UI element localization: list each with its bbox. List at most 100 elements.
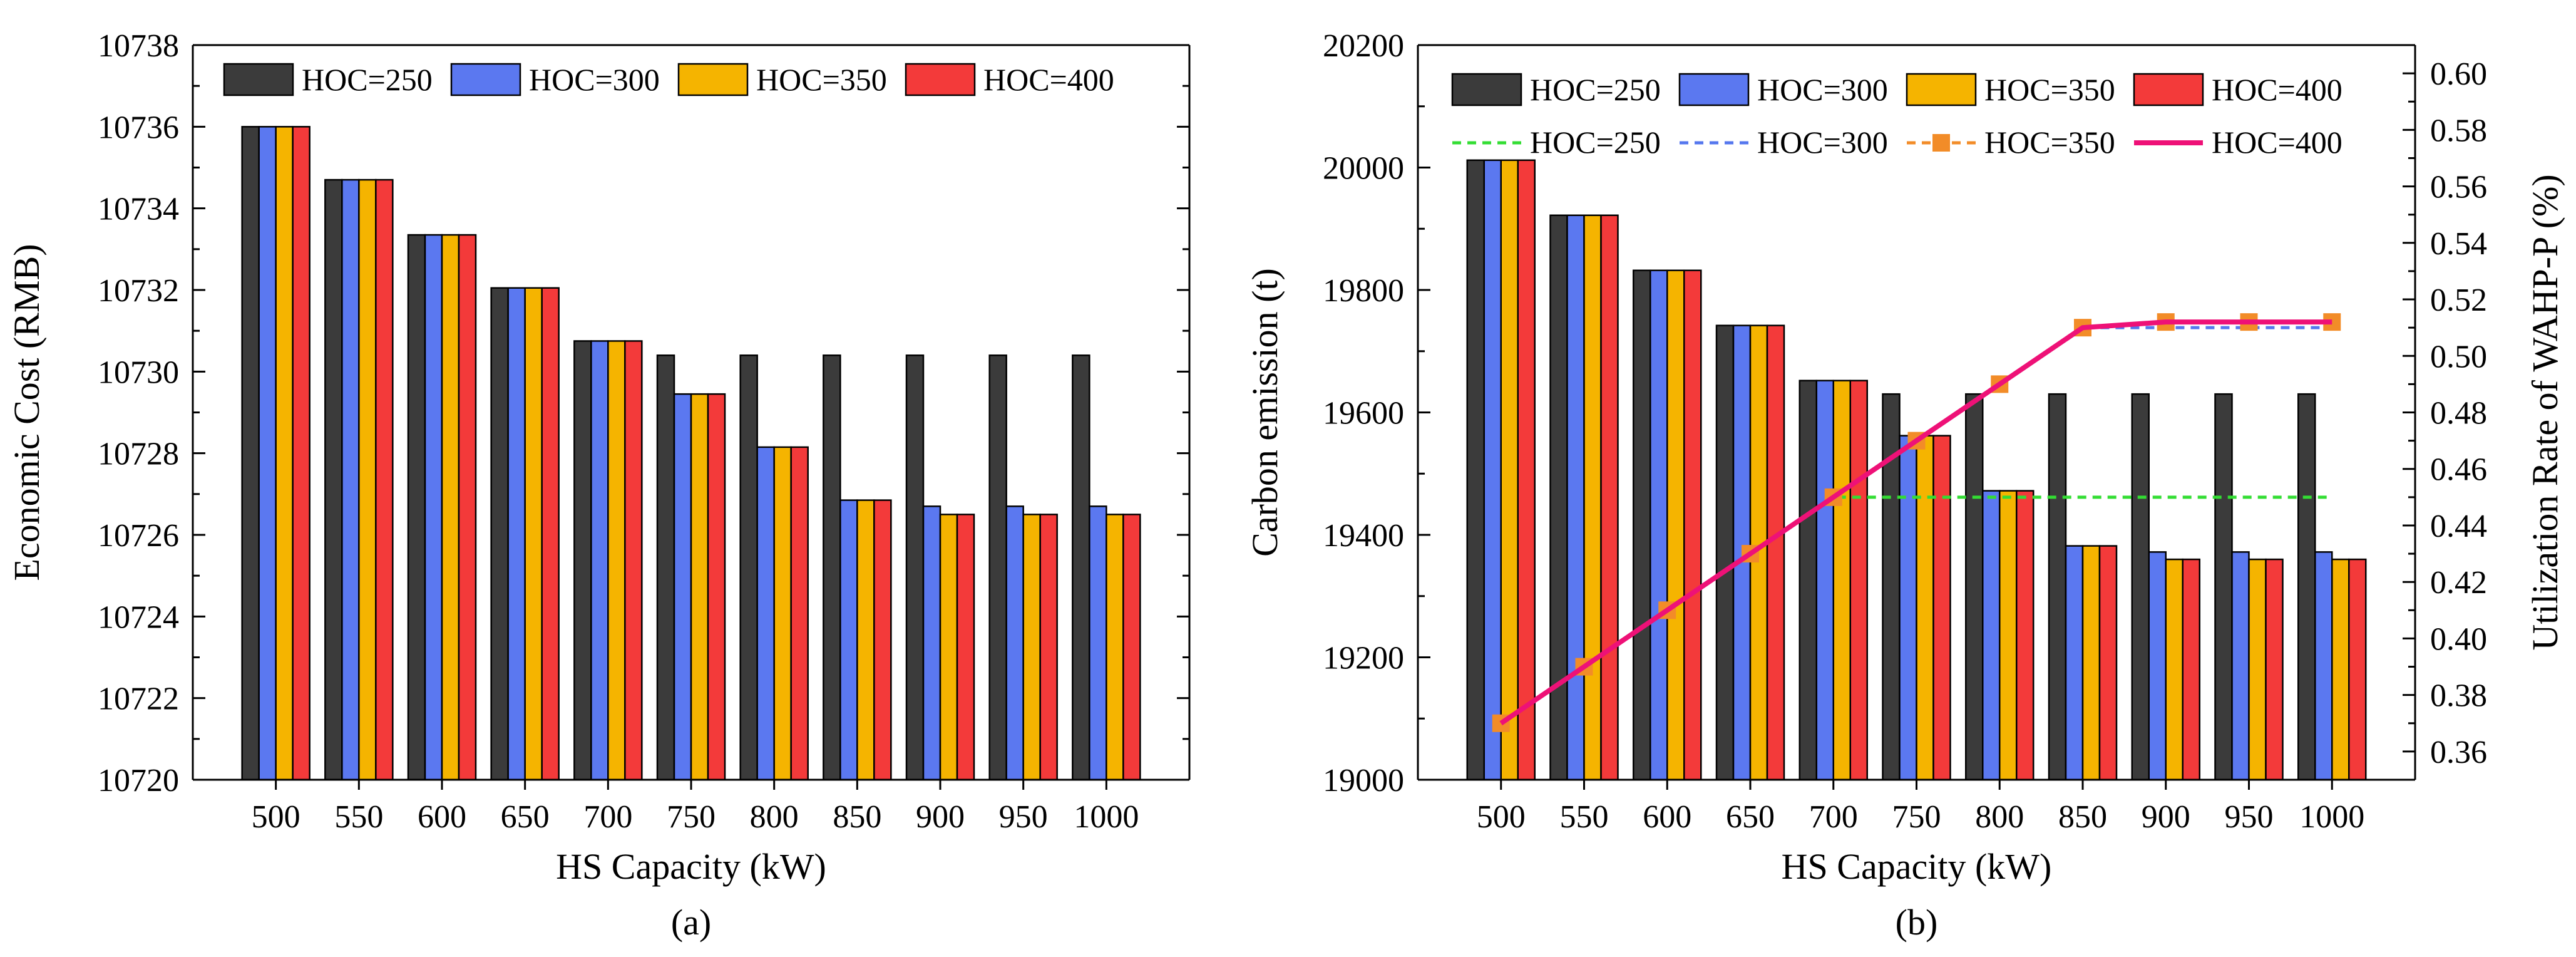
bar-b-hoc350-850: [2081, 545, 2101, 781]
bar-a-hoc400-650: [541, 287, 560, 781]
bar-b-hoc400-1000: [2348, 558, 2367, 781]
y-tick-label: 19600: [1323, 396, 1404, 432]
bar-b-hoc250-550: [1549, 214, 1568, 781]
bar-a-hoc350-900: [939, 514, 958, 781]
y-axis-title: Carbon emission (t): [1244, 268, 1285, 557]
bar-a-hoc350-1000: [1106, 514, 1124, 781]
x-tick-label: 500: [252, 799, 300, 835]
bar-b-hoc250-800: [1965, 393, 1984, 781]
y2-tick-label: 0.42: [2430, 565, 2487, 601]
bar-b-hoc350-700: [1832, 380, 1851, 781]
bar-a-hoc250-800: [739, 354, 758, 781]
y-tick-label: 10738: [98, 28, 179, 64]
y2-tick-label: 0.60: [2430, 56, 2487, 92]
bar-b-hoc350-900: [2165, 558, 2183, 781]
legend-label: HOC=400: [2212, 72, 2343, 107]
legend-line-label: HOC=300: [1757, 125, 1888, 160]
bar-b-hoc350-550: [1583, 214, 1602, 781]
bar-b-hoc400-800: [2016, 490, 2035, 781]
chart-panel-a: 10720 10722 10724 10726 10728 10730 10732 10734…: [6, 28, 1191, 943]
x-tick-label: 750: [1892, 799, 1941, 835]
bar-b-hoc250-1000: [2297, 393, 2316, 781]
bar-b-hoc250-600: [1633, 269, 1651, 781]
x-tick-label: 700: [1809, 799, 1858, 835]
y-tick-label: 10726: [98, 518, 179, 554]
y-tick-label: 10722: [98, 681, 179, 717]
y-tick-label: 20200: [1323, 28, 1404, 64]
x-tick-label: 550: [1560, 799, 1609, 835]
y-tick-label: 19200: [1323, 641, 1404, 676]
bar-b-hoc400-600: [1683, 269, 1702, 781]
legend-swatch-hoc250: [1451, 73, 1522, 106]
y2-tick-label: 0.56: [2430, 170, 2487, 205]
y2-tick-label: 0.38: [2430, 678, 2487, 714]
bar-a-hoc300-800: [756, 446, 775, 781]
legend-label: HOC=250: [1530, 72, 1661, 107]
bar-a-hoc350-750: [690, 393, 709, 781]
x-tick-label: 800: [750, 799, 799, 835]
bar-b-hoc300-700: [1815, 380, 1834, 781]
y-axis-title: Economic Cost (RMB): [6, 244, 47, 581]
bar-b-hoc400-750: [1932, 435, 1951, 781]
bar-a-hoc300-950: [1005, 505, 1024, 781]
bar-b-hoc300-950: [2231, 551, 2250, 781]
bar-b-hoc400-550: [1600, 214, 1619, 781]
bar-a-hoc300-550: [341, 178, 360, 781]
bar-a-hoc300-900: [922, 505, 942, 781]
bar-a-hoc300-1000: [1089, 505, 1107, 781]
y-tick-label: 19800: [1323, 273, 1404, 309]
chart-panel-b: 19000 19200 19400 19600 19800 20000 20200 500 55…: [1244, 28, 2565, 943]
bar-b-hoc400-700: [1849, 380, 1868, 781]
bar-b-hoc400-650: [1766, 324, 1785, 781]
legend-label: HOC=300: [1757, 72, 1888, 107]
y2-tick-label: 0.52: [2430, 282, 2487, 318]
bar-a-hoc250-750: [656, 354, 675, 781]
line-hoc400: [1499, 319, 2332, 726]
bar-a-hoc250-850: [823, 354, 841, 781]
bar-a-hoc350-800: [773, 446, 792, 781]
y-tick-label: 10732: [98, 273, 179, 309]
y2-tick-label: 0.36: [2430, 735, 2487, 770]
bar-a-hoc350-500: [275, 126, 294, 781]
bar-a-hoc400-800: [790, 446, 809, 781]
legend-swatch-hoc300: [450, 63, 521, 96]
bar-a-hoc300-650: [507, 287, 526, 781]
bar-a-hoc400-1000: [1122, 514, 1141, 781]
legend-label: HOC=250: [302, 62, 433, 97]
legend-label: HOC=350: [1984, 72, 2115, 107]
legend-label: HOC=350: [756, 62, 887, 97]
legend-label: HOC=400: [983, 62, 1114, 97]
bar-a-hoc250-950: [988, 354, 1007, 781]
bar-b-hoc250-650: [1715, 324, 1735, 781]
x-tick-label: 1000: [2299, 799, 2364, 835]
x-tick-label: 700: [583, 799, 632, 835]
y2-tick-label: 0.54: [2430, 226, 2487, 262]
y2-tick-label: 0.48: [2430, 396, 2487, 432]
x-tick-label: 650: [1726, 799, 1775, 835]
bar-b-hoc300-900: [2148, 551, 2167, 781]
y2-tick-label: 0.46: [2430, 452, 2487, 488]
x-tick-label: 1000: [1074, 799, 1139, 835]
bar-b-hoc300-1000: [2314, 551, 2333, 781]
y2-tick-label: 0.44: [2430, 509, 2487, 544]
y-tick-label: 10720: [98, 763, 179, 799]
bar-b-hoc400-850: [2098, 545, 2118, 781]
bar-a-hoc350-950: [1022, 514, 1041, 781]
y-tick-label: 20000: [1323, 151, 1404, 187]
bar-b-hoc300-500: [1483, 159, 1502, 781]
bar-a-hoc350-650: [524, 287, 543, 781]
bar-a-hoc300-750: [673, 393, 692, 781]
y-tick-label: 10730: [98, 354, 179, 390]
x-axis-title: HS Capacity (kW): [556, 846, 826, 887]
bar-a-hoc400-900: [956, 514, 975, 781]
bar-a-hoc300-600: [424, 234, 443, 781]
bar-b-hoc300-600: [1650, 269, 1668, 781]
bar-a-hoc400-750: [707, 393, 726, 781]
legend-marker-hoc350: [1932, 134, 1950, 152]
x-tick-label: 600: [1643, 799, 1691, 835]
panel-label: (b): [1896, 902, 1938, 943]
bar-a-hoc250-650: [490, 287, 509, 781]
legend-swatch-hoc350: [1906, 73, 1977, 106]
legend-line-label: HOC=250: [1530, 125, 1661, 160]
